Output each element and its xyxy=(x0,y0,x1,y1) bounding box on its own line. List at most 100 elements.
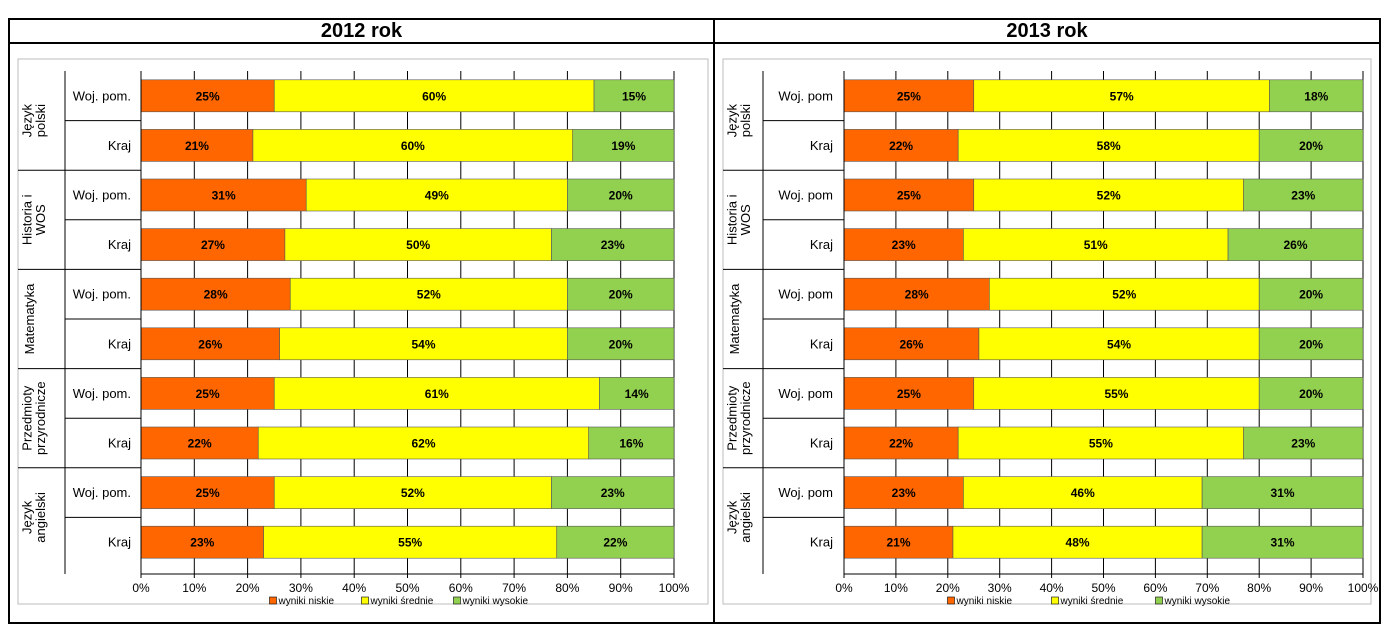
category-label-matematyka: Matematyka xyxy=(727,283,742,355)
bar-value-label: 49% xyxy=(425,189,449,203)
bar-value-label: 21% xyxy=(185,139,209,153)
row-label: Woj. pom. xyxy=(73,188,131,203)
bar-segment xyxy=(1258,129,1364,162)
chart-2013: 0% 10% 20% 30% 40% 50% 60% 70% 80% 90% 100% 25% 57% 1… xyxy=(722,58,1379,607)
bar-value-label: 60% xyxy=(401,139,425,153)
bar-segment xyxy=(843,277,990,311)
bar-value-label: 20% xyxy=(1299,288,1323,302)
bar-value-label: 22% xyxy=(889,139,913,153)
bar-value-label: 23% xyxy=(892,486,916,500)
row-label: Kraj xyxy=(108,535,131,550)
bar-value-label: 54% xyxy=(411,337,435,351)
bar-segment xyxy=(284,228,552,261)
bar-segment xyxy=(140,377,275,410)
legend-swatch xyxy=(1155,596,1163,605)
bar-segment xyxy=(989,277,1260,311)
bar-segment xyxy=(556,525,675,559)
bar-segment xyxy=(140,476,275,509)
bar-value-label: 22% xyxy=(889,437,913,451)
bar-value-label: 23% xyxy=(1291,437,1315,451)
bar-segment xyxy=(257,426,590,460)
category-label-przedmioty-przyrodnicze: Przedmiotyprzyrodnicze xyxy=(724,381,753,455)
bar-value-label: 25% xyxy=(196,486,220,500)
bar-segment xyxy=(843,476,964,509)
bar-value-label: 25% xyxy=(897,89,921,103)
bar-segment xyxy=(1227,228,1364,261)
bar-value-label: 23% xyxy=(601,486,625,500)
bar-segment xyxy=(957,426,1244,460)
legend-entry: wyniki średnie xyxy=(1060,596,1124,607)
bar-value-label: 55% xyxy=(1104,387,1128,401)
bar-value-label: 22% xyxy=(188,437,212,451)
bar-segment xyxy=(140,327,280,361)
category-label-przedmioty-przyrodnicze: Przedmiotyprzyrodnicze xyxy=(19,381,48,455)
bar-value-label: 62% xyxy=(411,437,435,451)
row-label: Kraj xyxy=(810,138,833,153)
x-tick-label: 0% xyxy=(132,581,150,595)
x-tick-label: 20% xyxy=(236,581,260,595)
bar-segment xyxy=(140,178,307,212)
chart-2012: 0% 10% 20% 30% 40% 50% 60% 70% 80% 90% 100% 25% 60% 1… xyxy=(17,58,709,607)
bar-value-label: 20% xyxy=(1299,337,1323,351)
legend-swatch xyxy=(269,596,277,605)
bar-value-label: 51% xyxy=(1084,238,1108,252)
bar-value-label: 55% xyxy=(1089,437,1113,451)
bar-segment xyxy=(140,79,275,113)
chart-title-2012: 2012 rok xyxy=(10,18,713,44)
x-tick-label: 40% xyxy=(1040,581,1064,595)
bar-value-label: 52% xyxy=(1112,288,1136,302)
x-tick-label: 90% xyxy=(1299,581,1323,595)
bar-segment xyxy=(593,79,675,113)
x-tick-label: 60% xyxy=(1143,581,1167,595)
bar-segment xyxy=(1201,525,1364,559)
bar-segment xyxy=(140,426,259,460)
bar-value-label: 18% xyxy=(1304,89,1328,103)
panel-divider xyxy=(713,18,715,624)
row-label: Kraj xyxy=(810,535,833,550)
bar-segment xyxy=(1258,377,1364,410)
bar-segment xyxy=(273,476,552,509)
row-label: Kraj xyxy=(810,237,833,252)
bar-segment xyxy=(273,79,595,113)
bar-value-label: 28% xyxy=(204,288,228,302)
bar-segment xyxy=(599,377,675,410)
bar-value-label: 20% xyxy=(1299,139,1323,153)
row-label: Kraj xyxy=(108,436,131,451)
bar-value-label: 20% xyxy=(1299,387,1323,401)
x-tick-label: 100% xyxy=(1348,581,1379,595)
legend-entry: wyniki niskie xyxy=(956,596,1013,607)
row-label: Woj. pom. xyxy=(73,386,131,401)
row-label: Kraj xyxy=(810,336,833,351)
bar-value-label: 57% xyxy=(1110,89,1134,103)
x-tick-label: 100% xyxy=(659,581,690,595)
bar-segment xyxy=(973,377,1260,410)
bar-value-label: 14% xyxy=(625,387,649,401)
bar-segment xyxy=(957,129,1260,162)
x-tick-label: 80% xyxy=(1247,581,1271,595)
bar-value-label: 20% xyxy=(609,337,633,351)
bar-segment xyxy=(567,327,675,361)
bar-segment xyxy=(572,129,675,162)
bar-segment xyxy=(952,525,1203,559)
category-label-historia-i-wos: Historia iWOS xyxy=(724,194,753,245)
bar-segment xyxy=(1243,426,1364,460)
bar-segment xyxy=(843,129,959,162)
bar-value-label: 22% xyxy=(603,536,627,550)
bar-segment xyxy=(1243,178,1364,212)
bar-value-label: 52% xyxy=(401,486,425,500)
bar-value-label: 28% xyxy=(905,288,929,302)
row-label: Woj. pom. xyxy=(73,88,131,103)
x-tick-label: 30% xyxy=(289,581,313,595)
bar-segment xyxy=(252,129,574,162)
legend-entry: wyniki wysokie xyxy=(1164,596,1231,607)
bar-segment xyxy=(140,228,286,261)
bar-value-label: 46% xyxy=(1071,486,1095,500)
bar-segment xyxy=(305,178,568,212)
bar-value-label: 52% xyxy=(1097,189,1121,203)
bar-value-label: 48% xyxy=(1066,536,1090,550)
bar-segment xyxy=(567,277,675,311)
category-label-matematyka: Matematyka xyxy=(22,283,37,355)
x-tick-label: 50% xyxy=(1091,581,1115,595)
bar-segment xyxy=(843,79,975,113)
bar-segment xyxy=(843,178,975,212)
